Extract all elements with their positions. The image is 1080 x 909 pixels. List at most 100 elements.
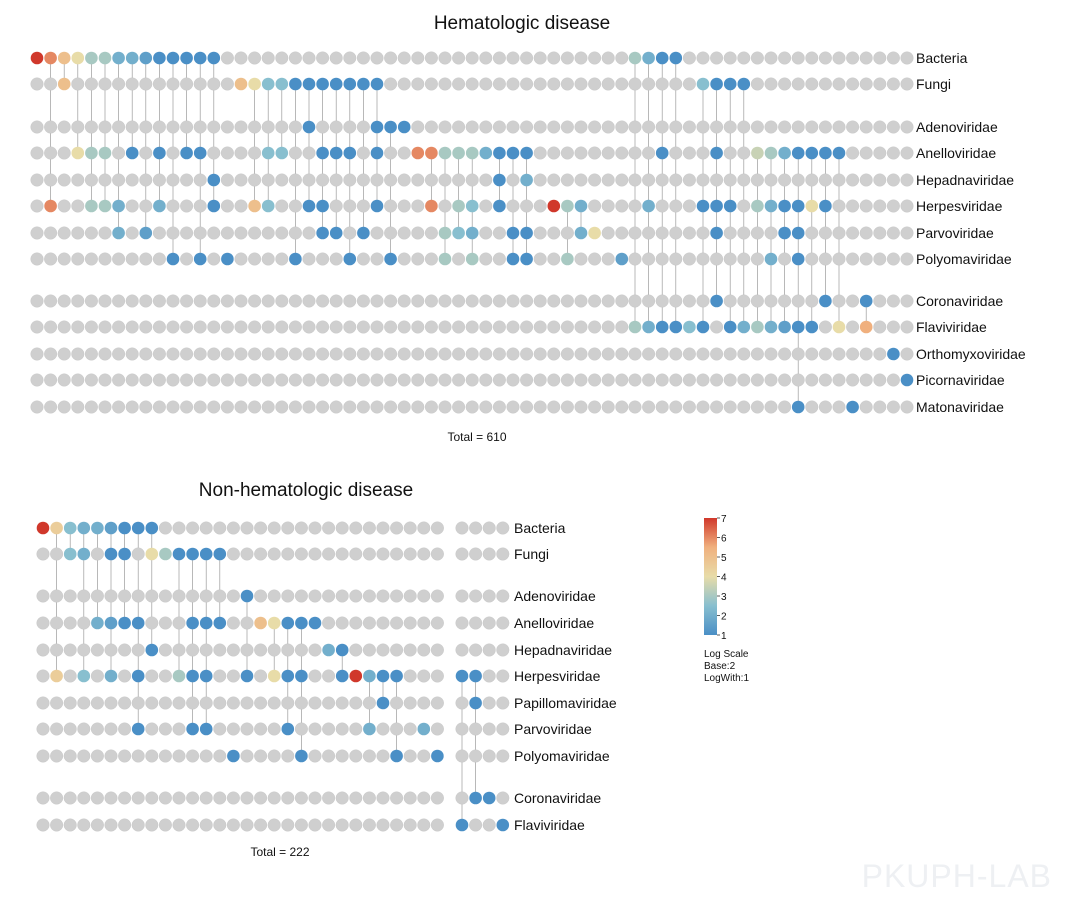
empty-dot bbox=[186, 643, 200, 657]
empty-dot bbox=[356, 320, 370, 334]
empty-dot bbox=[125, 400, 139, 414]
empty-dot bbox=[615, 173, 629, 187]
empty-dot bbox=[805, 51, 819, 65]
empty-dot bbox=[240, 696, 254, 710]
hit-dot bbox=[213, 616, 227, 630]
empty-dot bbox=[131, 818, 145, 832]
empty-dot bbox=[166, 199, 180, 213]
empty-dot bbox=[207, 146, 221, 160]
empty-dot bbox=[452, 77, 466, 91]
empty-dot bbox=[226, 616, 240, 630]
empty-dot bbox=[261, 373, 275, 387]
empty-dot bbox=[390, 521, 404, 535]
empty-dot bbox=[44, 120, 58, 134]
hit-dot bbox=[628, 51, 642, 65]
empty-dot bbox=[588, 120, 602, 134]
empty-dot bbox=[390, 547, 404, 561]
empty-dot bbox=[118, 818, 132, 832]
hit-dot bbox=[574, 226, 588, 240]
empty-dot bbox=[275, 347, 289, 361]
empty-dot bbox=[139, 252, 153, 266]
hit-dot bbox=[397, 120, 411, 134]
empty-dot bbox=[118, 643, 132, 657]
empty-dot bbox=[846, 173, 860, 187]
empty-dot bbox=[57, 146, 71, 160]
empty-dot bbox=[669, 294, 683, 308]
hit-dot bbox=[805, 146, 819, 160]
empty-dot bbox=[44, 226, 58, 240]
empty-dot bbox=[71, 226, 85, 240]
empty-dot bbox=[533, 199, 547, 213]
hit-dot bbox=[77, 669, 91, 683]
total-label: Total = 610 bbox=[447, 430, 506, 444]
empty-dot bbox=[166, 120, 180, 134]
hit-dot bbox=[832, 146, 846, 160]
empty-dot bbox=[71, 199, 85, 213]
empty-dot bbox=[805, 173, 819, 187]
hit-dot bbox=[77, 547, 91, 561]
empty-dot bbox=[818, 173, 832, 187]
empty-dot bbox=[152, 120, 166, 134]
empty-dot bbox=[669, 400, 683, 414]
empty-dot bbox=[628, 226, 642, 240]
hit-dot bbox=[289, 77, 302, 91]
empty-dot bbox=[682, 77, 696, 91]
empty-dot bbox=[696, 347, 710, 361]
empty-dot bbox=[193, 226, 207, 240]
hit-dot bbox=[131, 521, 145, 535]
empty-dot bbox=[234, 173, 248, 187]
empty-dot bbox=[90, 818, 104, 832]
empty-dot bbox=[873, 146, 887, 160]
empty-dot bbox=[335, 589, 349, 603]
empty-dot bbox=[254, 547, 268, 561]
empty-dot bbox=[533, 400, 547, 414]
empty-dot bbox=[682, 226, 696, 240]
empty-dot bbox=[30, 226, 44, 240]
empty-dot bbox=[329, 347, 343, 361]
empty-dot bbox=[438, 77, 452, 91]
empty-dot bbox=[560, 226, 574, 240]
empty-dot bbox=[479, 120, 493, 134]
empty-dot bbox=[560, 51, 574, 65]
empty-dot bbox=[220, 120, 234, 134]
empty-dot bbox=[152, 400, 166, 414]
empty-dot bbox=[294, 643, 308, 657]
hit-dot bbox=[479, 146, 493, 160]
hit-dot bbox=[642, 51, 655, 65]
empty-dot bbox=[77, 589, 91, 603]
empty-dot bbox=[696, 226, 710, 240]
empty-dot bbox=[723, 400, 737, 414]
empty-dot bbox=[492, 373, 506, 387]
empty-dot bbox=[452, 51, 466, 65]
empty-dot bbox=[44, 400, 58, 414]
empty-dot bbox=[294, 521, 308, 535]
empty-dot bbox=[207, 252, 221, 266]
empty-dot bbox=[520, 77, 534, 91]
empty-dot bbox=[438, 120, 452, 134]
hit-dot bbox=[723, 199, 737, 213]
empty-dot bbox=[574, 400, 588, 414]
empty-dot bbox=[267, 547, 281, 561]
empty-dot bbox=[335, 749, 349, 763]
row-label: Herpesviridae bbox=[514, 668, 601, 684]
empty-dot bbox=[574, 173, 588, 187]
watermark: PKUPH-LAB bbox=[861, 858, 1052, 894]
empty-dot bbox=[281, 589, 295, 603]
empty-dot bbox=[496, 696, 510, 710]
empty-dot bbox=[438, 173, 452, 187]
hit-dot bbox=[683, 320, 696, 334]
empty-dot bbox=[329, 252, 343, 266]
empty-dot bbox=[343, 199, 357, 213]
empty-dot bbox=[737, 252, 751, 266]
row-label: Hepadnaviridae bbox=[916, 172, 1014, 188]
empty-dot bbox=[104, 791, 118, 805]
empty-dot bbox=[248, 294, 262, 308]
empty-dot bbox=[403, 547, 417, 561]
empty-dot bbox=[764, 400, 778, 414]
empty-dot bbox=[207, 120, 221, 134]
empty-dot bbox=[846, 120, 860, 134]
hit-dot bbox=[172, 669, 186, 683]
hit-dot bbox=[329, 146, 343, 160]
empty-dot bbox=[805, 226, 819, 240]
hit-dot bbox=[696, 199, 710, 213]
